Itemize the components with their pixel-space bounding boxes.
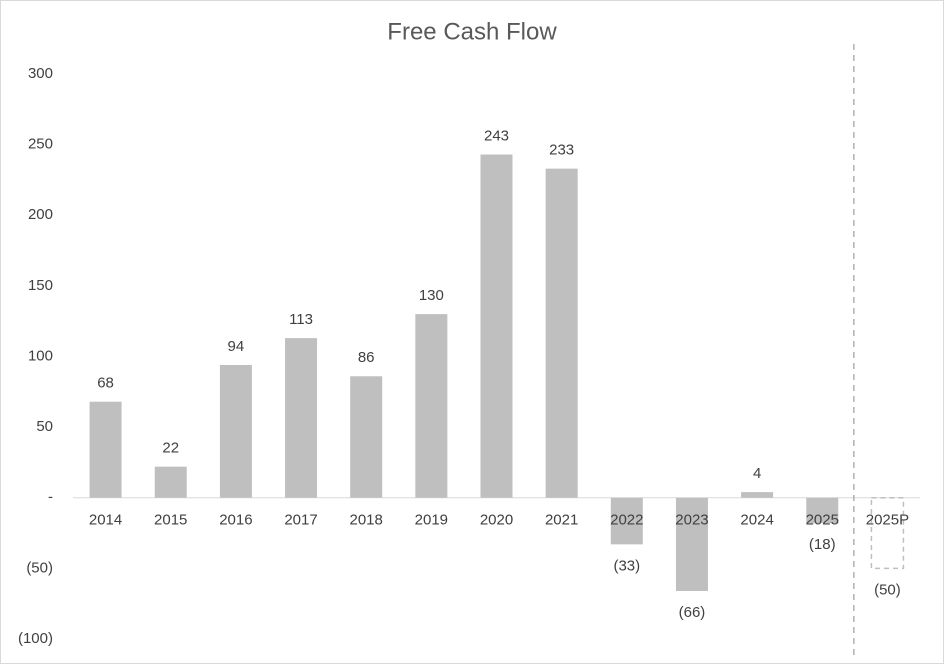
y-tick-label: 50 xyxy=(36,418,53,435)
value-label: (18) xyxy=(809,536,836,553)
value-label: 243 xyxy=(484,127,509,144)
bar xyxy=(154,466,187,498)
bar xyxy=(480,154,513,498)
value-label: 22 xyxy=(162,440,179,457)
bar xyxy=(285,338,318,498)
y-tick-label: (100) xyxy=(18,630,53,647)
value-label: 86 xyxy=(358,349,375,366)
bar xyxy=(741,492,774,498)
value-label: 4 xyxy=(753,465,761,482)
x-tick-label: 2014 xyxy=(89,512,122,529)
value-label: (50) xyxy=(874,581,901,598)
x-tick-label: 2017 xyxy=(284,512,317,529)
x-tick-label: 2015 xyxy=(154,512,187,529)
bar xyxy=(219,364,252,498)
value-label: (33) xyxy=(613,557,640,574)
bar xyxy=(806,497,839,524)
bar xyxy=(415,314,448,498)
x-tick-label: 2018 xyxy=(350,512,383,529)
x-tick-label: 2021 xyxy=(545,512,578,529)
x-tick-label: 2025 xyxy=(806,512,839,529)
y-tick-label: 250 xyxy=(28,136,53,153)
x-tick-label: 2025P xyxy=(866,512,909,529)
y-tick-label: 200 xyxy=(28,206,53,223)
x-tick-label: 2022 xyxy=(610,512,643,529)
value-label: 68 xyxy=(97,375,114,392)
x-tick-label: 2024 xyxy=(740,512,773,529)
chart-title: Free Cash Flow xyxy=(387,18,557,45)
x-tick-label: 2023 xyxy=(675,512,708,529)
bar xyxy=(350,376,383,498)
value-label: (66) xyxy=(679,604,706,621)
y-tick-label: 100 xyxy=(28,347,53,364)
y-tick-label: 300 xyxy=(28,65,53,82)
y-tick-label: - xyxy=(48,489,53,506)
bar xyxy=(675,497,708,591)
y-tick-label: 150 xyxy=(28,277,53,294)
y-tick-label: (50) xyxy=(26,559,53,576)
bar xyxy=(870,497,905,570)
x-tick-label: 2019 xyxy=(415,512,448,529)
bar xyxy=(545,168,578,498)
x-tick-label: 2020 xyxy=(480,512,513,529)
value-label: 113 xyxy=(289,311,313,328)
x-tick-label: 2016 xyxy=(219,512,252,529)
value-label: 130 xyxy=(419,287,444,304)
bar xyxy=(610,497,643,545)
value-label: 233 xyxy=(549,142,574,159)
value-label: 94 xyxy=(228,338,245,355)
bar xyxy=(89,401,122,498)
